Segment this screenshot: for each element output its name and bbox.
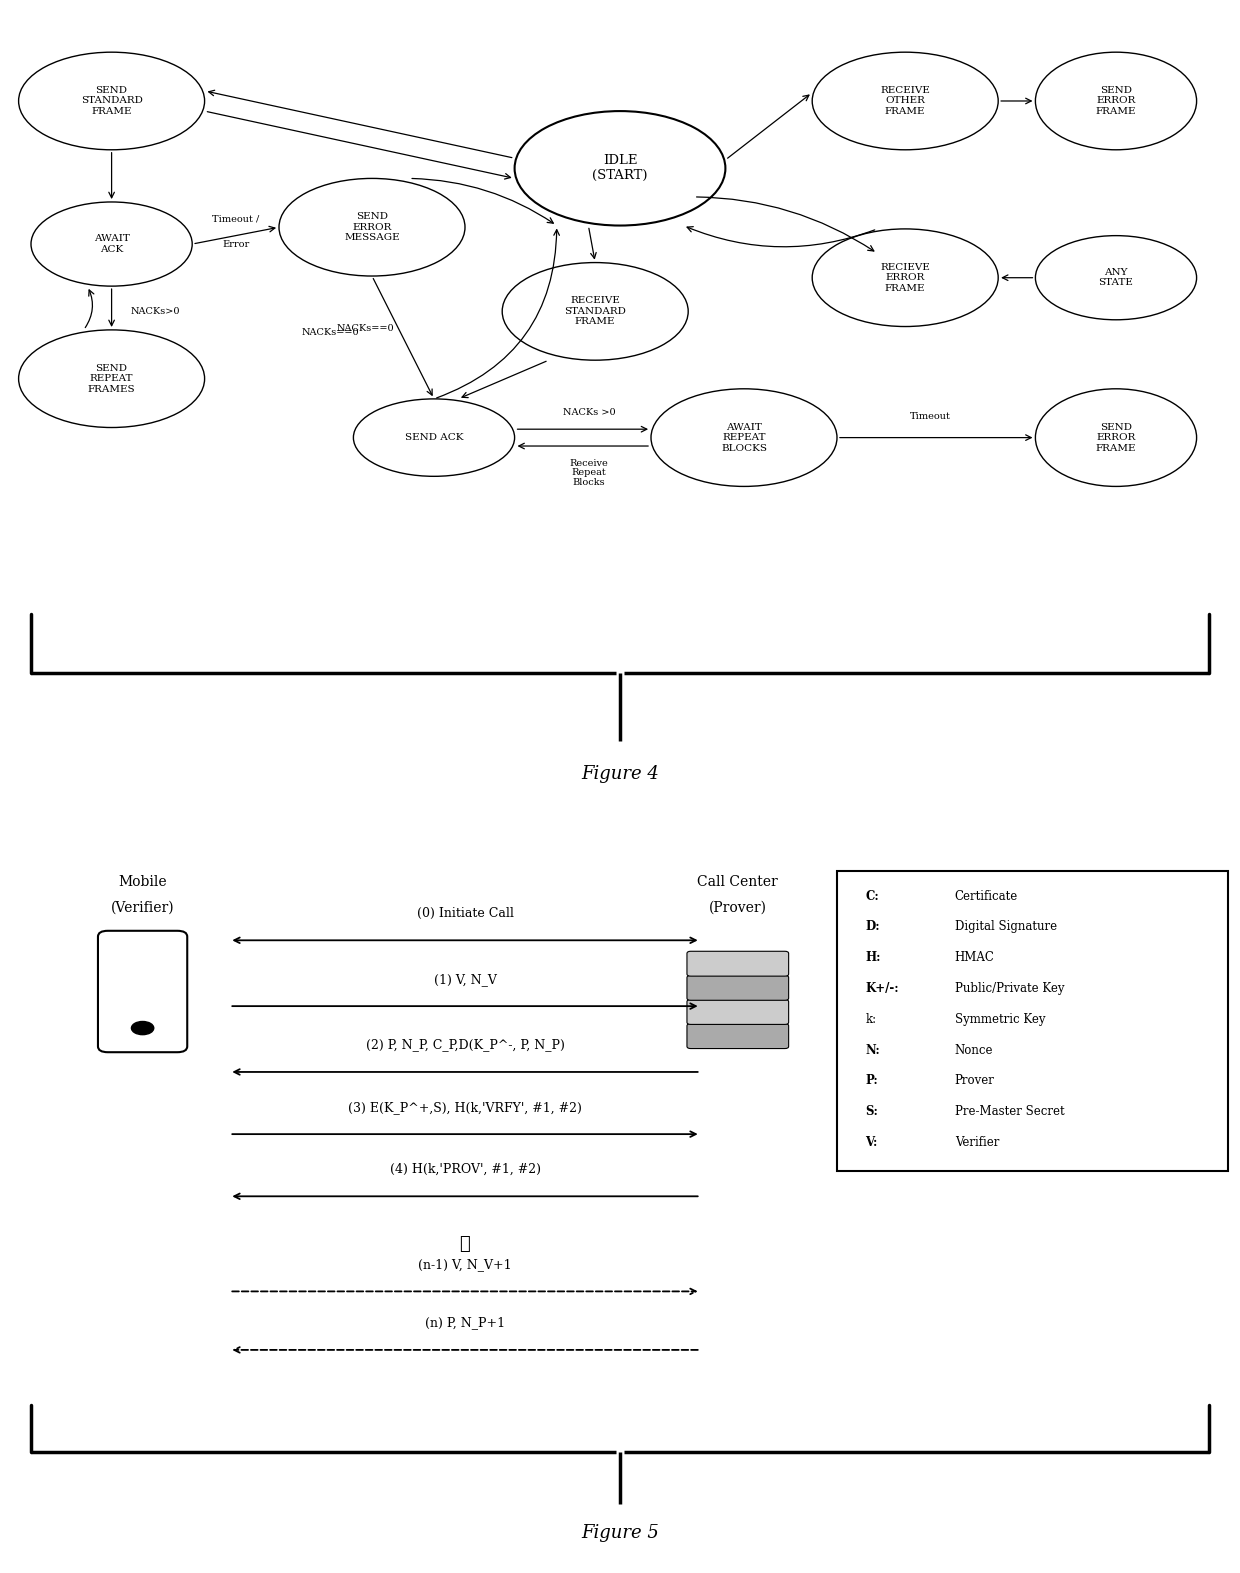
Text: (2) P, N_P, C_P,D(K_P^-, P, N_P): (2) P, N_P, C_P,D(K_P^-, P, N_P) bbox=[366, 1038, 564, 1051]
Text: Timeout /: Timeout / bbox=[212, 214, 259, 223]
Text: (1) V, N_V: (1) V, N_V bbox=[434, 972, 496, 986]
Ellipse shape bbox=[1035, 236, 1197, 319]
Text: SEND
REPEAT
FRAMES: SEND REPEAT FRAMES bbox=[88, 363, 135, 393]
Text: RECEIVE
STANDARD
FRAME: RECEIVE STANDARD FRAME bbox=[564, 296, 626, 326]
Text: (3) E(K_P^+,S), H(k,'VRFY', #1, #2): (3) E(K_P^+,S), H(k,'VRFY', #1, #2) bbox=[348, 1101, 582, 1114]
Text: SEND
ERROR
FRAME: SEND ERROR FRAME bbox=[1096, 423, 1136, 453]
FancyBboxPatch shape bbox=[98, 931, 187, 1052]
Text: C:: C: bbox=[866, 889, 879, 903]
Text: ANY
STATE: ANY STATE bbox=[1099, 267, 1133, 288]
Text: (0) Initiate Call: (0) Initiate Call bbox=[417, 906, 513, 920]
FancyBboxPatch shape bbox=[837, 871, 1228, 1170]
Text: SEND ACK: SEND ACK bbox=[404, 433, 464, 442]
Text: Prover: Prover bbox=[955, 1074, 994, 1087]
Text: Receive
Repeat
Blocks: Receive Repeat Blocks bbox=[569, 459, 609, 488]
FancyBboxPatch shape bbox=[687, 1024, 789, 1049]
Text: RECEIVE
OTHER
FRAME: RECEIVE OTHER FRAME bbox=[880, 87, 930, 116]
Text: S:: S: bbox=[866, 1106, 878, 1118]
Ellipse shape bbox=[353, 400, 515, 477]
Text: (Prover): (Prover) bbox=[709, 900, 766, 914]
Ellipse shape bbox=[812, 230, 998, 327]
Ellipse shape bbox=[515, 112, 725, 225]
Text: Figure 4: Figure 4 bbox=[582, 764, 658, 783]
Text: Mobile: Mobile bbox=[118, 875, 167, 889]
Text: P:: P: bbox=[866, 1074, 878, 1087]
Text: k:: k: bbox=[866, 1013, 877, 1026]
Text: Nonce: Nonce bbox=[955, 1043, 993, 1057]
Text: Pre-Master Secret: Pre-Master Secret bbox=[955, 1106, 1064, 1118]
Text: Certificate: Certificate bbox=[955, 889, 1018, 903]
Text: (4) H(k,'PROV', #1, #2): (4) H(k,'PROV', #1, #2) bbox=[389, 1162, 541, 1177]
Text: NACKs==0: NACKs==0 bbox=[303, 327, 360, 337]
Text: AWAIT
REPEAT
BLOCKS: AWAIT REPEAT BLOCKS bbox=[720, 423, 768, 453]
Text: SEND
ERROR
FRAME: SEND ERROR FRAME bbox=[1096, 87, 1136, 116]
Text: (Verifier): (Verifier) bbox=[110, 900, 175, 914]
FancyBboxPatch shape bbox=[687, 999, 789, 1024]
Ellipse shape bbox=[279, 178, 465, 275]
Text: Call Center: Call Center bbox=[697, 875, 779, 889]
Text: D:: D: bbox=[866, 920, 880, 933]
Ellipse shape bbox=[19, 52, 205, 149]
Text: AWAIT
ACK: AWAIT ACK bbox=[94, 234, 129, 253]
Text: Digital Signature: Digital Signature bbox=[955, 920, 1056, 933]
Ellipse shape bbox=[31, 201, 192, 286]
FancyBboxPatch shape bbox=[687, 952, 789, 977]
Ellipse shape bbox=[502, 263, 688, 360]
Ellipse shape bbox=[19, 330, 205, 428]
Text: N:: N: bbox=[866, 1043, 880, 1057]
Text: SEND
STANDARD
FRAME: SEND STANDARD FRAME bbox=[81, 87, 143, 116]
Text: H:: H: bbox=[866, 952, 882, 964]
Ellipse shape bbox=[1035, 389, 1197, 486]
Ellipse shape bbox=[651, 389, 837, 486]
Text: Symmetric Key: Symmetric Key bbox=[955, 1013, 1045, 1026]
Text: Verifier: Verifier bbox=[955, 1136, 999, 1148]
Text: HMAC: HMAC bbox=[955, 952, 994, 964]
Text: NACKs==0: NACKs==0 bbox=[337, 324, 394, 333]
Text: ⋮: ⋮ bbox=[460, 1235, 470, 1252]
Text: Error: Error bbox=[222, 239, 249, 249]
Text: RECIEVE
ERROR
FRAME: RECIEVE ERROR FRAME bbox=[880, 263, 930, 293]
Text: IDLE
(START): IDLE (START) bbox=[593, 154, 647, 182]
Text: NACKs>0: NACKs>0 bbox=[130, 307, 180, 316]
Text: (n-1) V, N_V+1: (n-1) V, N_V+1 bbox=[418, 1258, 512, 1271]
Text: K+/-:: K+/-: bbox=[866, 982, 899, 994]
FancyBboxPatch shape bbox=[687, 975, 789, 1000]
Text: NACKs >0: NACKs >0 bbox=[563, 407, 615, 417]
Text: Public/Private Key: Public/Private Key bbox=[955, 982, 1064, 994]
Text: (n) P, N_P+1: (n) P, N_P+1 bbox=[425, 1317, 505, 1329]
Text: Timeout: Timeout bbox=[910, 412, 950, 420]
Circle shape bbox=[131, 1021, 154, 1035]
Text: Figure 5: Figure 5 bbox=[582, 1524, 658, 1542]
Ellipse shape bbox=[1035, 52, 1197, 149]
Text: V:: V: bbox=[866, 1136, 878, 1148]
Text: SEND
ERROR
MESSAGE: SEND ERROR MESSAGE bbox=[345, 212, 399, 242]
Ellipse shape bbox=[812, 52, 998, 149]
